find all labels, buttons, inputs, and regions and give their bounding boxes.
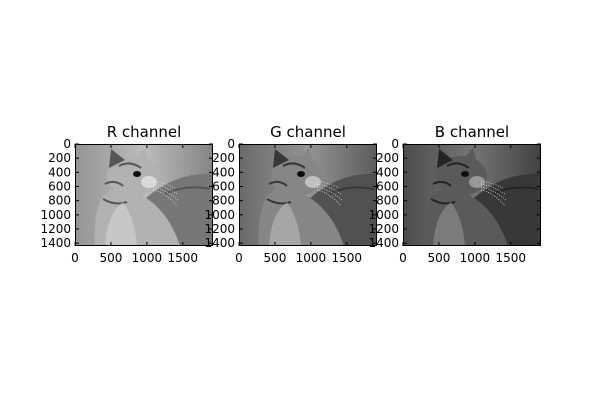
y-tick-label: 1400: [368, 236, 399, 250]
y-tick-label: 600: [48, 180, 71, 194]
y-tick-label: 1000: [368, 208, 399, 222]
subplot-title: B channel: [435, 123, 509, 141]
x-tick-label: 1000: [460, 251, 491, 265]
axes-frame: [75, 144, 213, 246]
y-tick-label: 0: [63, 137, 71, 151]
x-tick-label: 500: [99, 251, 122, 265]
y-tick-label: 400: [376, 165, 399, 179]
y-tick-label: 400: [48, 165, 71, 179]
y-tick-label: 800: [212, 194, 235, 208]
x-tick-label: 0: [399, 251, 407, 265]
y-tick-label: 600: [376, 180, 399, 194]
y-tick-label: 1400: [204, 236, 235, 250]
y-tick-label: 800: [376, 194, 399, 208]
x-tick-label: 500: [427, 251, 450, 265]
y-tick-label: 200: [376, 151, 399, 165]
y-tick-label: 1200: [204, 222, 235, 236]
y-tick-label: 1200: [368, 222, 399, 236]
y-tick-label: 1200: [40, 222, 71, 236]
y-tick-label: 200: [48, 151, 71, 165]
y-tick-label: 0: [391, 137, 399, 151]
x-tick-label: 0: [235, 251, 243, 265]
cat-image: [75, 144, 213, 246]
cat-image: [403, 144, 541, 246]
x-tick-label: 1000: [132, 251, 163, 265]
y-tick-label: 1000: [204, 208, 235, 222]
x-tick-label: 500: [263, 251, 286, 265]
y-tick-label: 400: [212, 165, 235, 179]
subplot-title: G channel: [270, 123, 346, 141]
cat-image: [239, 144, 377, 246]
x-tick-label: 1000: [296, 251, 327, 265]
x-tick-label: 1500: [496, 251, 527, 265]
y-tick-label: 600: [212, 180, 235, 194]
y-tick-label: 1000: [40, 208, 71, 222]
axes-frame: [403, 144, 541, 246]
subplot-title: R channel: [107, 123, 182, 141]
axes-frame: [239, 144, 377, 246]
x-tick-label: 1500: [168, 251, 199, 265]
x-tick-label: 0: [71, 251, 79, 265]
y-tick-label: 200: [212, 151, 235, 165]
y-tick-label: 1400: [40, 236, 71, 250]
x-tick-label: 1500: [332, 251, 363, 265]
y-tick-label: 0: [227, 137, 235, 151]
y-tick-label: 800: [48, 194, 71, 208]
